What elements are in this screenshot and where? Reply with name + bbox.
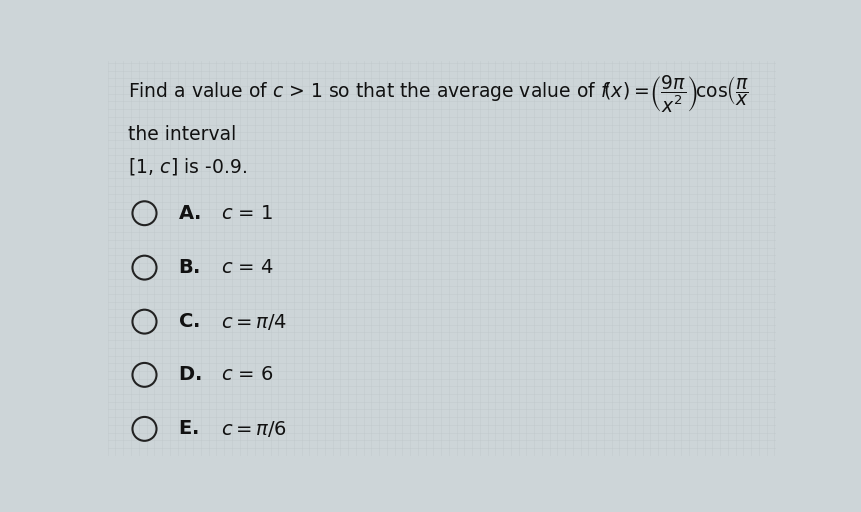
Text: Find a value of $c$ > 1 so that the average value of $f\!\left(x\right) = \!\lef: Find a value of $c$ > 1 so that the aver…	[127, 73, 747, 115]
Text: $\mathbf{A.}$: $\mathbf{A.}$	[177, 204, 200, 223]
Text: $c = \pi/6$: $c = \pi/6$	[221, 419, 287, 439]
Text: $c$ = 6: $c$ = 6	[221, 366, 274, 385]
Text: $\mathbf{D.}$: $\mathbf{D.}$	[177, 366, 201, 385]
Text: the interval: the interval	[127, 124, 236, 143]
Text: $c$ = 1: $c$ = 1	[221, 204, 273, 223]
Text: $[1,\, c]$ is -0.9.: $[1,\, c]$ is -0.9.	[127, 156, 246, 177]
Text: $\mathbf{B.}$: $\mathbf{B.}$	[177, 258, 200, 277]
Text: $\mathbf{C.}$: $\mathbf{C.}$	[177, 312, 200, 331]
Text: $\mathbf{E.}$: $\mathbf{E.}$	[177, 419, 198, 438]
Text: $c$ = 4: $c$ = 4	[221, 258, 274, 277]
Text: $c = \pi/4$: $c = \pi/4$	[221, 312, 288, 332]
